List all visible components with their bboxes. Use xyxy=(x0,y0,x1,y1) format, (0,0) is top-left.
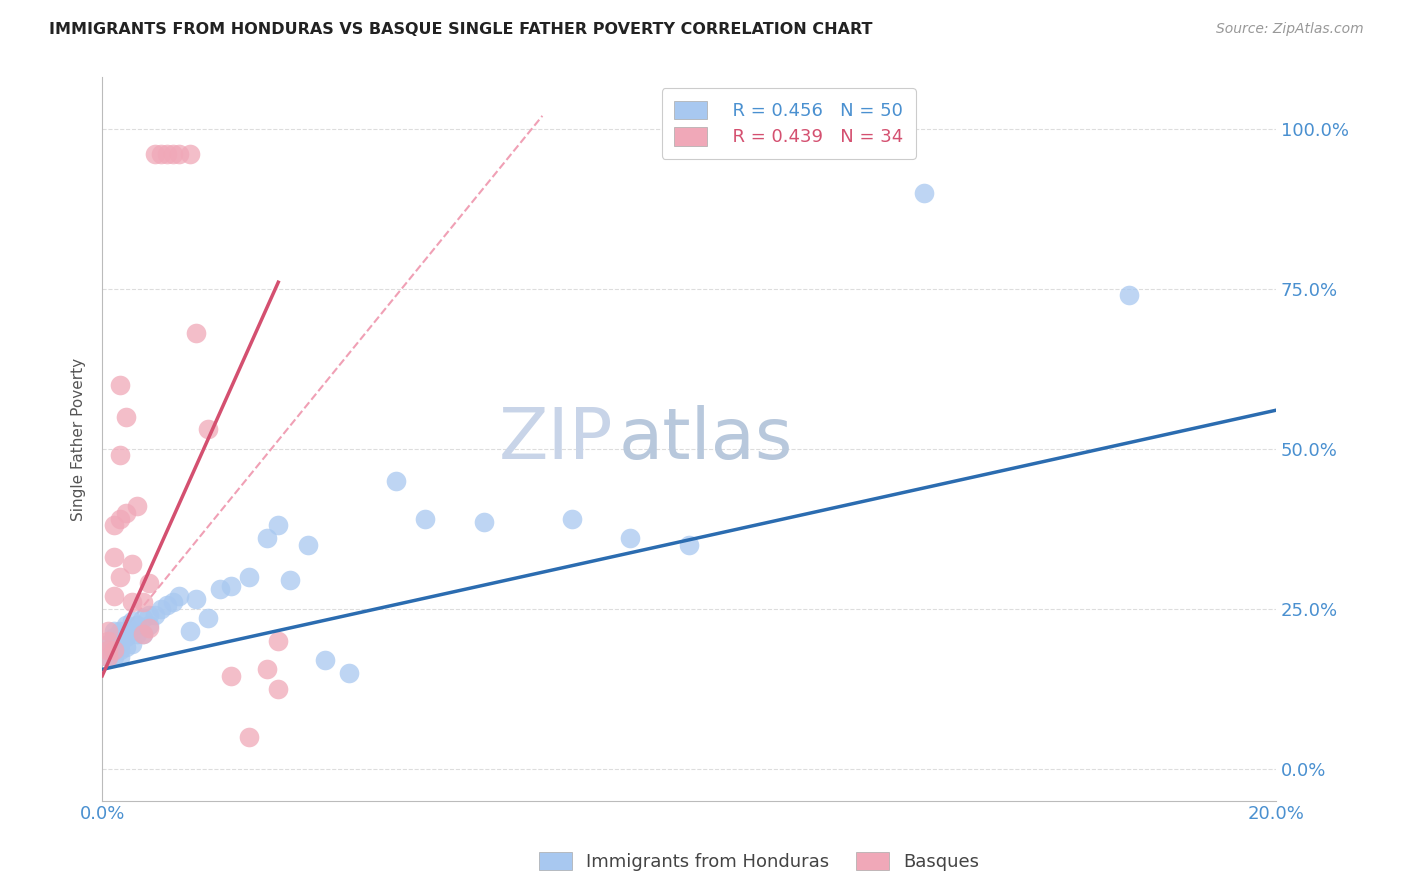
Point xyxy=(912,186,935,200)
Point xyxy=(132,627,155,641)
Point xyxy=(108,643,131,657)
Point xyxy=(132,611,155,625)
Point xyxy=(179,624,201,638)
Text: IMMIGRANTS FROM HONDURAS VS BASQUE SINGLE FATHER POVERTY CORRELATION CHART: IMMIGRANTS FROM HONDURAS VS BASQUE SINGL… xyxy=(49,22,873,37)
Point xyxy=(103,624,125,638)
Point xyxy=(108,569,131,583)
Point xyxy=(267,633,290,648)
Point xyxy=(108,649,131,664)
Point xyxy=(678,538,700,552)
Point xyxy=(121,637,143,651)
Text: Source: ZipAtlas.com: Source: ZipAtlas.com xyxy=(1216,22,1364,37)
Point xyxy=(149,147,172,161)
Point xyxy=(238,569,260,583)
Point xyxy=(278,573,301,587)
Point xyxy=(121,624,143,638)
Point xyxy=(97,643,120,657)
Point xyxy=(221,669,243,683)
Point xyxy=(162,147,184,161)
Point xyxy=(561,512,583,526)
Point xyxy=(156,599,179,613)
Point xyxy=(197,422,219,436)
Point xyxy=(267,681,290,696)
Point xyxy=(297,538,319,552)
Point xyxy=(167,589,190,603)
Point xyxy=(238,730,260,744)
Point xyxy=(97,637,120,651)
Point xyxy=(221,579,243,593)
Point xyxy=(97,643,120,657)
Point xyxy=(132,627,155,641)
Point xyxy=(103,550,125,565)
Point xyxy=(156,147,179,161)
Point xyxy=(97,633,120,648)
Point xyxy=(108,448,131,462)
Point xyxy=(1118,288,1140,302)
Point xyxy=(256,662,278,676)
Point xyxy=(314,653,336,667)
Point xyxy=(472,515,495,529)
Point xyxy=(103,643,125,657)
Point xyxy=(149,601,172,615)
Point xyxy=(103,518,125,533)
Y-axis label: Single Father Poverty: Single Father Poverty xyxy=(72,358,86,521)
Point xyxy=(108,512,131,526)
Point xyxy=(256,531,278,545)
Point xyxy=(108,624,131,638)
Legend:   R = 0.456   N = 50,   R = 0.439   N = 34: R = 0.456 N = 50, R = 0.439 N = 34 xyxy=(662,88,917,159)
Point xyxy=(162,595,184,609)
Point xyxy=(179,147,201,161)
Point xyxy=(108,631,131,645)
Point xyxy=(138,621,160,635)
Point xyxy=(114,617,136,632)
Point xyxy=(184,592,207,607)
Point xyxy=(114,409,136,424)
Point xyxy=(103,637,125,651)
Point xyxy=(108,377,131,392)
Point xyxy=(121,615,143,629)
Point xyxy=(132,595,155,609)
Point xyxy=(97,624,120,638)
Point xyxy=(413,512,436,526)
Legend: Immigrants from Honduras, Basques: Immigrants from Honduras, Basques xyxy=(531,845,987,879)
Point xyxy=(114,631,136,645)
Point xyxy=(197,611,219,625)
Point xyxy=(143,607,166,622)
Text: ZIP: ZIP xyxy=(498,405,613,474)
Point xyxy=(619,531,641,545)
Point xyxy=(184,326,207,341)
Point xyxy=(103,631,125,645)
Point xyxy=(103,643,125,657)
Text: atlas: atlas xyxy=(619,405,793,474)
Point xyxy=(121,557,143,571)
Point xyxy=(114,640,136,654)
Point xyxy=(143,147,166,161)
Point xyxy=(167,147,190,161)
Point xyxy=(97,649,120,664)
Point xyxy=(337,665,360,680)
Point xyxy=(208,582,231,597)
Point xyxy=(114,506,136,520)
Point xyxy=(127,500,149,514)
Point xyxy=(267,518,290,533)
Point xyxy=(103,649,125,664)
Point xyxy=(138,617,160,632)
Point xyxy=(138,607,160,622)
Point xyxy=(127,627,149,641)
Point xyxy=(138,576,160,591)
Point xyxy=(103,589,125,603)
Point xyxy=(108,637,131,651)
Point xyxy=(97,649,120,664)
Point xyxy=(121,595,143,609)
Point xyxy=(384,474,406,488)
Point xyxy=(127,617,149,632)
